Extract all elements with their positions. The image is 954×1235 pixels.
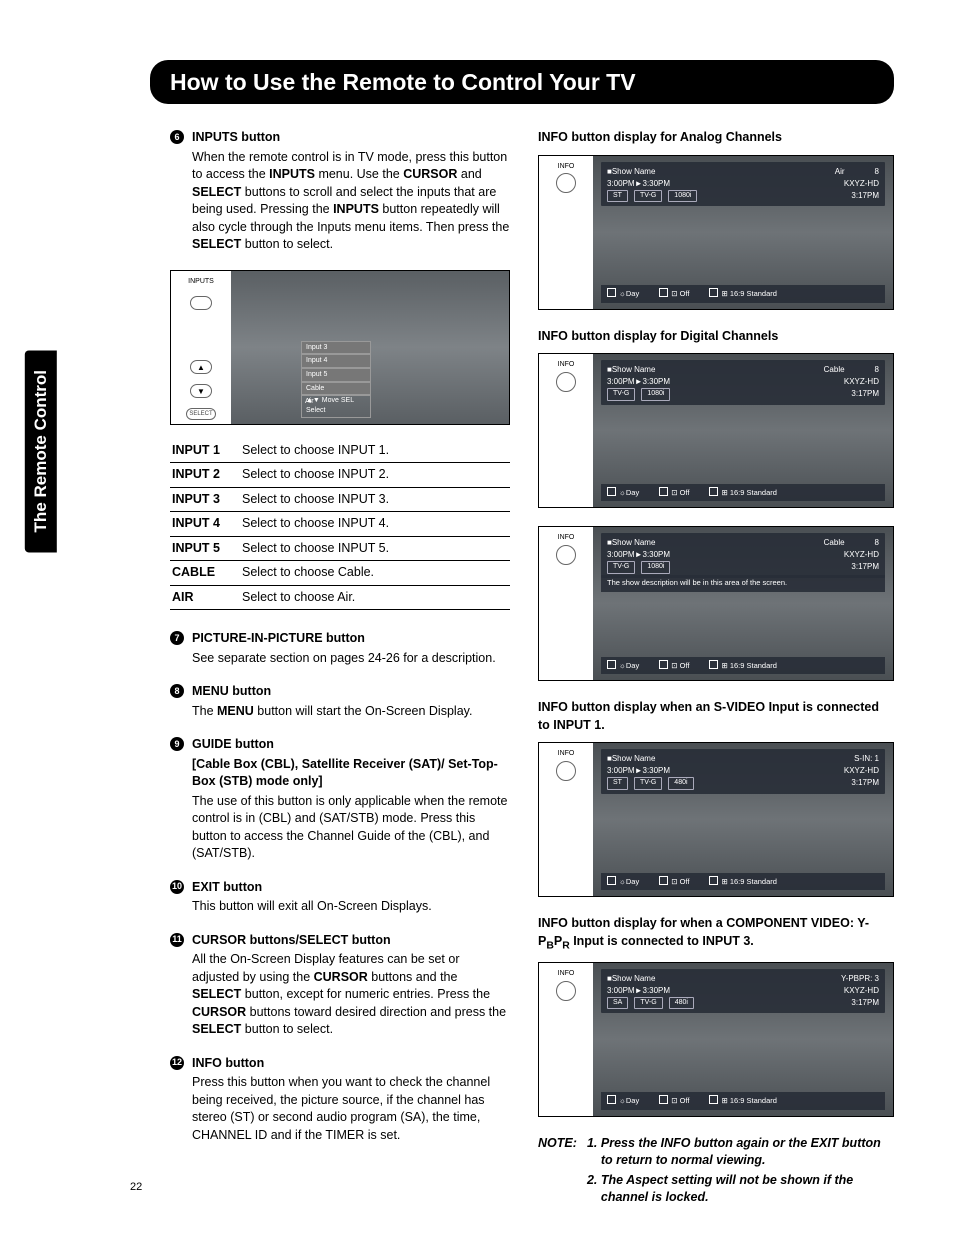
bullet-6: 6 [170, 130, 184, 144]
info-display: INFO ■Show NameY-PBPR: 3 3:00PM►3:30PMKX… [538, 962, 894, 1117]
info-banner-top: ■Show NameCable8 3:00PM►3:30PMKXYZ-HD TV… [601, 360, 885, 405]
bullet-12: 12 [170, 1056, 184, 1070]
guide-body: The use of this button is only applicabl… [192, 793, 510, 863]
info-banner-bottom: ☼Day⊡ Off⊞ 16:9 Standard [601, 285, 885, 303]
info-display: INFO ■Show NameCable8 3:00PM►3:30PMKXYZ-… [538, 526, 894, 681]
inputs-menu-footer: ▲▼ Move SEL Select [301, 394, 371, 418]
inputs-label: INPUTS [188, 277, 214, 287]
exit-heading: EXIT button [192, 879, 262, 897]
up-arrow-icon: ▲ [190, 360, 212, 374]
info-button-icon [556, 372, 576, 392]
info-banner-bottom: ☼Day⊡ Off⊞ 16:9 Standard [601, 484, 885, 502]
menu-heading: MENU button [192, 683, 271, 701]
info-label: INFO [558, 360, 575, 370]
info-analog-title: INFO button display for Analog Channels [538, 129, 894, 147]
page-number: 22 [130, 1180, 142, 1195]
info-banner-top: ■Show NameCable8 3:00PM►3:30PMKXYZ-HD TV… [601, 533, 885, 578]
inputs-button-heading: INPUTS button [192, 129, 280, 147]
info-banner-bottom: ☼Day⊡ Off⊞ 16:9 Standard [601, 657, 885, 675]
info-display: INFO ■Show NameAir8 3:00PM►3:30PMKXYZ-HD… [538, 155, 894, 310]
info-banner-bottom: ☼Day⊡ Off⊞ 16:9 Standard [601, 873, 885, 891]
guide-heading: GUIDE button [192, 736, 274, 754]
table-row: AIRSelect to choose Air. [170, 585, 510, 610]
inputs-button-body: When the remote control is in TV mode, p… [192, 149, 510, 254]
exit-body: This button will exit all On-Screen Disp… [192, 898, 510, 916]
inputs-diagram: INPUTS ▲ ▼ SELECT Input 3 Input 4 Input … [170, 270, 510, 425]
info-banner-top: ■Show NameS-IN: 1 3:00PM►3:30PMKXYZ-HD S… [601, 749, 885, 794]
page-title: How to Use the Remote to Control Your TV [150, 60, 894, 104]
inputs-button-icon [190, 296, 212, 310]
info-banner-top: ■Show NameAir8 3:00PM►3:30PMKXYZ-HD STTV… [601, 162, 885, 207]
info-component-title: INFO button display for when a COMPONENT… [538, 915, 894, 954]
table-row: CABLESelect to choose Cable. [170, 561, 510, 586]
info-button-icon [556, 173, 576, 193]
info-label: INFO [558, 533, 575, 543]
note-item: Press the INFO button again or the EXIT … [601, 1135, 894, 1170]
bullet-8: 8 [170, 684, 184, 698]
info-label: INFO [558, 749, 575, 759]
note-box: NOTE: Press the INFO button again or the… [538, 1135, 894, 1209]
pip-heading: PICTURE-IN-PICTURE button [192, 630, 365, 648]
info-display: INFO ■Show NameS-IN: 1 3:00PM►3:30PMKXYZ… [538, 742, 894, 897]
info-svideo-title: INFO button display when an S-VIDEO Inpu… [538, 699, 894, 734]
table-row: INPUT 4Select to choose INPUT 4. [170, 512, 510, 537]
note-label: NOTE: [538, 1135, 577, 1209]
pip-body: See separate section on pages 24-26 for … [192, 650, 510, 668]
info-label: INFO [558, 162, 575, 172]
inputs-table: INPUT 1Select to choose INPUT 1.INPUT 2S… [170, 439, 510, 611]
table-row: INPUT 3Select to choose INPUT 3. [170, 487, 510, 512]
menu-body: The MENU button will start the On-Screen… [192, 703, 510, 721]
info-display: INFO ■Show NameCable8 3:00PM►3:30PMKXYZ-… [538, 353, 894, 508]
bullet-9: 9 [170, 737, 184, 751]
info-button-icon [556, 545, 576, 565]
info-button-icon [556, 981, 576, 1001]
cursor-heading: CURSOR buttons/SELECT button [192, 932, 391, 950]
down-arrow-icon: ▼ [190, 384, 212, 398]
guide-subtitle: [Cable Box (CBL), Satellite Receiver (SA… [192, 756, 510, 791]
bullet-7: 7 [170, 631, 184, 645]
note-item: The Aspect setting will not be shown if … [601, 1172, 894, 1207]
cursor-body: All the On-Screen Display features can b… [192, 951, 510, 1039]
table-row: INPUT 5Select to choose INPUT 5. [170, 536, 510, 561]
bullet-11: 11 [170, 933, 184, 947]
select-button-icon: SELECT [186, 408, 216, 420]
info-body: Press this button when you want to check… [192, 1074, 510, 1144]
info-digital-title: INFO button display for Digital Channels [538, 328, 894, 346]
info-button-icon [556, 761, 576, 781]
table-row: INPUT 1Select to choose INPUT 1. [170, 439, 510, 463]
show-description: The show description will be in this are… [601, 575, 885, 592]
table-row: INPUT 2Select to choose INPUT 2. [170, 463, 510, 488]
info-label: INFO [558, 969, 575, 979]
bullet-10: 10 [170, 880, 184, 894]
info-banner-top: ■Show NameY-PBPR: 3 3:00PM►3:30PMKXYZ-HD… [601, 969, 885, 1014]
side-tab: The Remote Control [25, 350, 57, 552]
info-heading: INFO button [192, 1055, 264, 1073]
info-banner-bottom: ☼Day⊡ Off⊞ 16:9 Standard [601, 1092, 885, 1110]
